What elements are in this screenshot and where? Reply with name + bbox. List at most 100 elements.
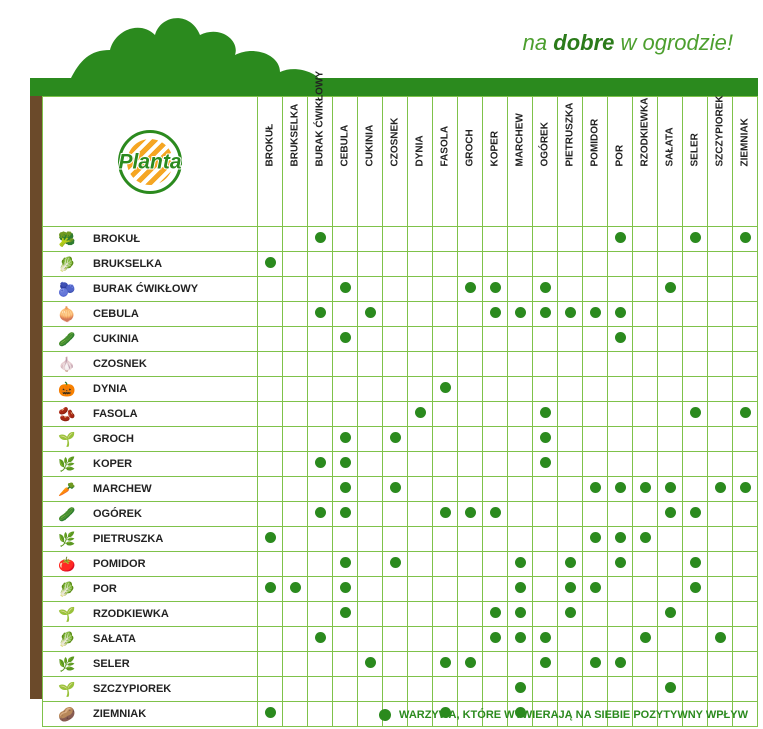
matrix-cell (508, 352, 533, 377)
row-label: SZCZYPIOREK (93, 683, 171, 695)
positive-dot-icon (615, 657, 626, 668)
matrix-cell (383, 652, 408, 677)
positive-dot-icon (615, 307, 626, 318)
row-header: 🎃DYNIA (43, 377, 258, 402)
matrix-cell (308, 452, 333, 477)
matrix-cell (358, 352, 383, 377)
matrix-cell (333, 627, 358, 652)
matrix-cell (358, 252, 383, 277)
matrix-cell (383, 327, 408, 352)
matrix-cell (383, 277, 408, 302)
positive-dot-icon (465, 657, 476, 668)
col-label: MARCHEW (515, 157, 526, 167)
col-header: SZCZYPIOREK (708, 97, 733, 227)
table-row: 🥬POR (43, 577, 758, 602)
matrix-cell (558, 352, 583, 377)
matrix-cell (583, 427, 608, 452)
matrix-cell (608, 252, 633, 277)
matrix-cell (333, 327, 358, 352)
matrix-cell (708, 252, 733, 277)
row-header: 🌿SELER (43, 652, 258, 677)
table-row: 🫘FASOLA (43, 402, 758, 427)
matrix-cell (358, 377, 383, 402)
matrix-cell (333, 227, 358, 252)
row-label: OGÓREK (93, 508, 142, 520)
matrix-cell (733, 602, 758, 627)
matrix-cell (533, 452, 558, 477)
matrix-cell (283, 627, 308, 652)
matrix-cell (583, 602, 608, 627)
matrix-cell (458, 277, 483, 302)
matrix-cell (708, 477, 733, 502)
matrix-cell (683, 377, 708, 402)
matrix-cell (433, 527, 458, 552)
matrix-cell (333, 402, 358, 427)
col-label: OGÓREK (540, 157, 551, 167)
col-header: GROCH (458, 97, 483, 227)
col-header: CUKINIA (358, 97, 383, 227)
matrix-cell (433, 302, 458, 327)
matrix-cell (458, 452, 483, 477)
positive-dot-icon (690, 232, 701, 243)
matrix-cell (658, 477, 683, 502)
matrix-cell (733, 252, 758, 277)
positive-dot-icon (465, 507, 476, 518)
matrix-cell (658, 227, 683, 252)
matrix-cell (558, 427, 583, 452)
matrix-cell (433, 602, 458, 627)
matrix-cell (258, 552, 283, 577)
matrix-cell (658, 627, 683, 652)
table-row: 🥒CUKINIA (43, 327, 758, 352)
matrix-cell (508, 452, 533, 477)
matrix-cell (283, 352, 308, 377)
matrix-cell (258, 377, 283, 402)
matrix-cell (308, 427, 333, 452)
matrix-cell (683, 277, 708, 302)
matrix-cell (383, 352, 408, 377)
matrix-cell (558, 477, 583, 502)
matrix-cell (608, 402, 633, 427)
matrix-cell (733, 327, 758, 352)
matrix-cell (508, 377, 533, 402)
positive-dot-icon (590, 657, 601, 668)
matrix-cell (608, 327, 633, 352)
matrix-cell (458, 527, 483, 552)
col-label: KOPER (490, 157, 501, 167)
matrix-cell (558, 652, 583, 677)
matrix-cell (558, 627, 583, 652)
matrix-cell (408, 502, 433, 527)
matrix-cell (483, 552, 508, 577)
veg-icon: 🥬 (47, 579, 87, 599)
matrix-cell (283, 527, 308, 552)
matrix-cell (508, 252, 533, 277)
positive-dot-icon (640, 532, 651, 543)
matrix-cell (483, 402, 508, 427)
matrix-cell (658, 677, 683, 702)
tagline-post: w ogrodzie! (614, 30, 733, 55)
veg-icon: 🌱 (47, 429, 87, 449)
matrix-cell (433, 377, 458, 402)
matrix-cell (458, 677, 483, 702)
positive-dot-icon (490, 307, 501, 318)
matrix-cell (683, 227, 708, 252)
matrix-cell (733, 552, 758, 577)
positive-dot-icon (615, 532, 626, 543)
matrix-cell (558, 277, 583, 302)
matrix-cell (608, 377, 633, 402)
positive-dot-icon (540, 632, 551, 643)
matrix-cell (558, 252, 583, 277)
matrix-cell (583, 652, 608, 677)
row-label: POMIDOR (93, 558, 146, 570)
matrix-cell (458, 652, 483, 677)
matrix-cell (433, 652, 458, 677)
veg-icon: 🥦 (47, 229, 87, 249)
matrix-cell (358, 677, 383, 702)
matrix-cell (308, 702, 333, 727)
positive-dot-icon (665, 482, 676, 493)
positive-dot-icon (540, 657, 551, 668)
matrix-cell (583, 552, 608, 577)
matrix-cell (733, 477, 758, 502)
matrix-cell (458, 252, 483, 277)
matrix-cell (308, 277, 333, 302)
matrix-cell (683, 252, 708, 277)
